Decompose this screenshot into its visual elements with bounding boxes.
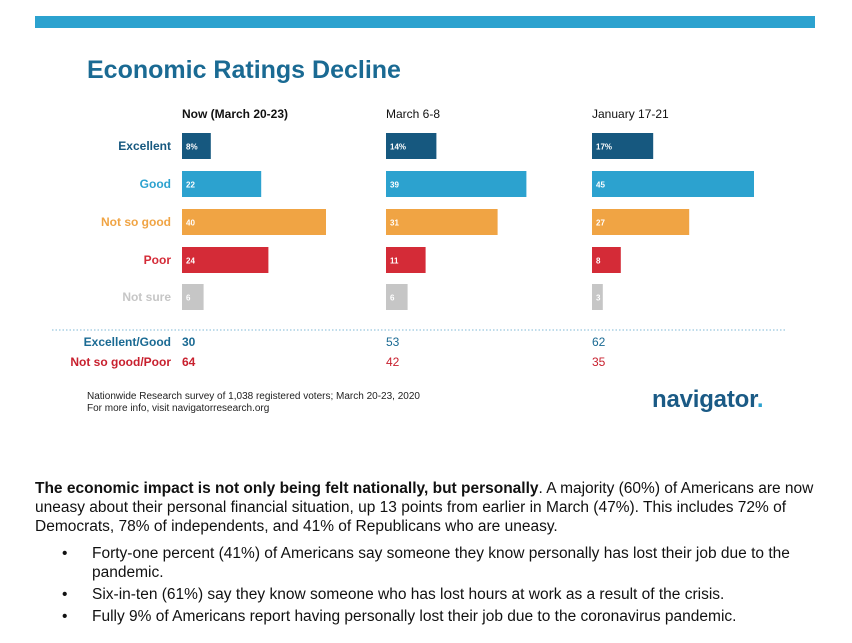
bar-value-label: 14% [390,143,406,152]
bar-not-sure [592,284,603,310]
bar-value-label: 17% [596,143,612,152]
lead-rest: . A majority (60%) of Americans are now … [35,480,814,535]
bar-not-so-good [182,209,326,235]
bar-not-sure [386,284,408,310]
body-text: The economic impact is not only being fe… [35,479,820,626]
bar-value-label: 45 [596,181,605,190]
logo-dot: . [756,386,764,413]
bullet-text: Forty-one percent (41%) of Americans say… [92,545,790,581]
category-label: Good [140,177,171,191]
source-line-1: Nationwide Research survey of 1,038 regi… [87,391,420,402]
logo-text: navigator [652,386,757,413]
bar-excellent [386,133,437,159]
bar-not-so-good [386,209,498,235]
bar-value-label: 6 [186,294,191,303]
bar-good [592,171,754,197]
bar-value-label: 8 [596,257,601,266]
bar-excellent [592,133,654,159]
category-label: Poor [144,253,172,267]
bullet-item: • Forty-one percent (41%) of Americans sa… [35,544,820,582]
bullet-item: • Six-in-ten (61%) say they know someone … [35,585,820,604]
navigator-logo: navigator. [652,386,764,414]
bar-value-label: 31 [390,219,399,228]
bar-good [386,171,527,197]
bar-poor [182,247,269,273]
ratings-chart: Now (March 20-23) 8% 22 40 24 6 March 6-8 14% 39… [52,107,785,369]
summary-value: 30 [182,335,196,349]
bullet-item: • Fully 9% of Americans report having per… [35,607,820,626]
lead-bold: The economic impact is not only being fe… [35,480,539,497]
summary-label: Not so good/Poor [70,355,171,369]
column-header: March 6-8 [386,107,440,121]
category-label: Not so good [101,215,171,229]
lead-paragraph: The economic impact is not only being fe… [35,479,820,536]
category-label: Excellent [118,139,171,153]
category-label: Not sure [122,290,171,304]
summary-label: Excellent/Good [84,335,171,349]
bar-poor [386,247,426,273]
bar-value-label: 39 [390,181,399,190]
bullet-dot: • [62,545,68,562]
bullet-text: Six-in-ten (61%) say they know someone w… [92,586,725,603]
bullet-dot: • [62,608,68,625]
bar-not-so-good [592,209,690,235]
bar-value-label: 11 [390,257,399,266]
bar-value-label: 40 [186,219,195,228]
bar-value-label: 8% [186,143,198,152]
summary-value: 53 [386,335,400,349]
bullet-text: Fully 9% of Americans report having pers… [92,608,737,625]
bar-value-label: 22 [186,181,195,190]
summary-value: 35 [592,355,606,369]
bar-value-label: 3 [596,294,601,303]
bullet-dot: • [62,586,68,603]
bar-excellent [182,133,211,159]
slide-title: Economic Ratings Decline [87,56,401,84]
bar-value-label: 6 [390,294,395,303]
bullet-list: • Forty-one percent (41%) of Americans sa… [35,544,820,626]
bar-value-label: 27 [596,219,605,228]
column-header: Now (March 20-23) [182,107,288,121]
source-note: Nationwide Research survey of 1,038 regi… [87,391,420,415]
bar-poor [592,247,621,273]
bar-good [182,171,262,197]
top-accent-band [35,16,815,28]
summary-value: 62 [592,335,606,349]
summary-value: 64 [182,355,196,369]
bar-value-label: 24 [186,257,195,266]
bar-not-sure [182,284,204,310]
source-line-2: For more info, visit navigatorresearch.o… [87,403,270,414]
column-header: January 17-21 [592,107,669,121]
summary-value: 42 [386,355,400,369]
